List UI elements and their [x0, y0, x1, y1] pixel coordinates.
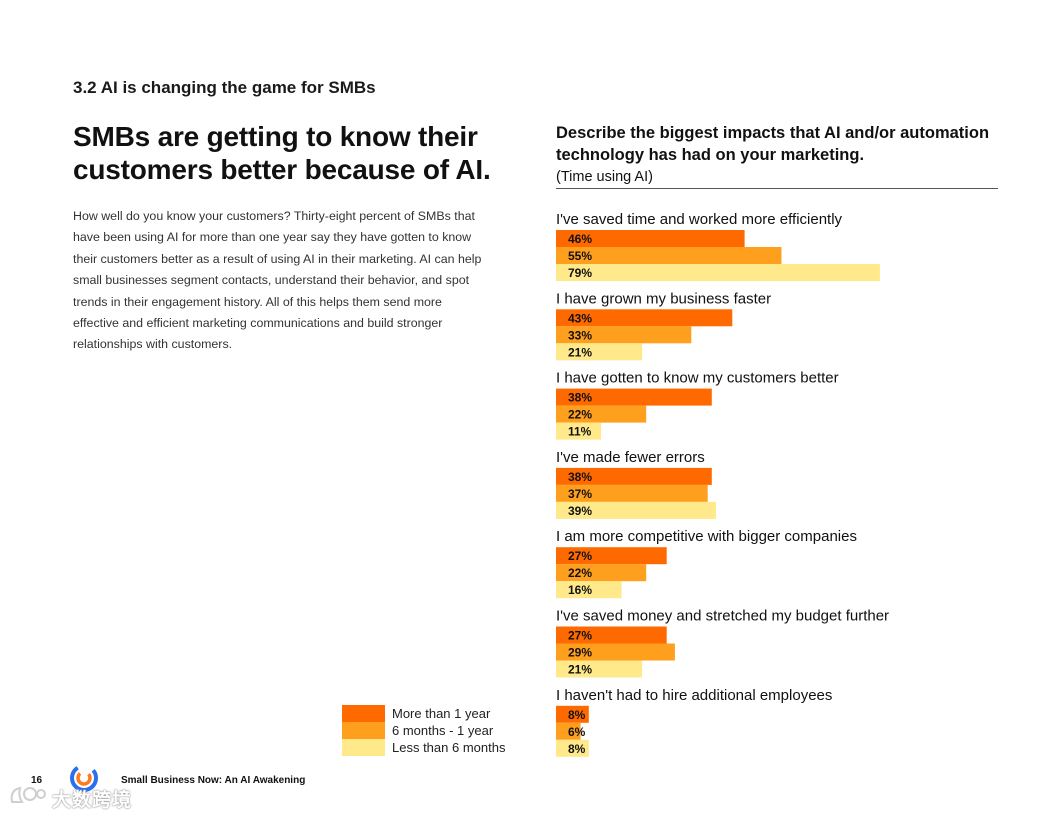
bar-value-label: 55%: [568, 249, 592, 263]
legend-label: More than 1 year: [392, 706, 491, 721]
bar-value-label: 33%: [568, 328, 592, 342]
category-label: I've saved time and worked more efficien…: [556, 211, 843, 228]
category-label: I am more competitive with bigger compan…: [556, 528, 857, 545]
watermark: 大数跨境: [8, 782, 131, 815]
legend-swatch-more-than-1-year: [342, 705, 385, 722]
bar-value-label: 16%: [568, 583, 592, 597]
body-paragraph: How well do you know your customers? Thi…: [73, 209, 482, 352]
bar-value-label: 46%: [568, 232, 592, 246]
bar-6-months-1-year: [556, 247, 782, 264]
page-headline: SMBs are getting to know their customers…: [73, 121, 491, 185]
watermark-logo-icon: [10, 786, 46, 803]
bar-value-label: 79%: [568, 266, 592, 280]
bar-value-label: 37%: [568, 487, 592, 501]
legend-item: More than 1 year: [342, 705, 542, 722]
bar-value-label: 39%: [568, 504, 592, 518]
legend-swatch-less-than-6-months: [342, 739, 385, 756]
bar-value-label: 22%: [568, 566, 592, 580]
bar-value-label: 11%: [568, 425, 592, 439]
bar-value-label: 29%: [568, 646, 592, 660]
bar-less-than-6-months: [556, 660, 643, 678]
category-label: I've made fewer errors: [556, 449, 705, 466]
bar-less-than-6-months: [556, 739, 589, 757]
bar-less-than-6-months: [556, 264, 880, 281]
bar-value-label: 38%: [568, 391, 592, 405]
company-logo-icon: [68, 762, 100, 799]
category-label: I have grown my business faster: [556, 290, 771, 307]
bar-less-than-6-months: [556, 581, 622, 599]
bar-value-label: 38%: [568, 470, 592, 484]
bar-value-label: 8%: [568, 742, 586, 756]
bar-6-months-1-year: [556, 484, 708, 502]
bar-value-label: 21%: [568, 345, 592, 359]
bar-value-label: 22%: [568, 408, 592, 422]
chart-title-divider: [556, 188, 998, 189]
category-label: I've saved money and stretched my budget…: [556, 608, 889, 625]
bar-value-label: 8%: [568, 708, 586, 722]
bar-less-than-6-months: [556, 501, 716, 519]
bar-less-than-6-months: [556, 343, 643, 361]
bar-6-months-1-year: [556, 643, 675, 661]
bar-6-months-1-year: [556, 722, 581, 740]
bar-6-months-1-year: [556, 405, 647, 423]
category-label: I haven't had to hire additional employe…: [556, 687, 832, 704]
section-label: 3.2 AI is changing the game for SMBs: [73, 78, 376, 97]
legend-item: Less than 6 months: [342, 739, 542, 756]
bar-value-label: 21%: [568, 663, 592, 677]
bar-more-than-1-year: [556, 626, 667, 644]
bar-more-than-1-year: [556, 388, 712, 406]
bar-more-than-1-year: [556, 547, 667, 565]
legend-label: Less than 6 months: [392, 740, 506, 755]
watermark-text: 大数跨境: [52, 790, 133, 811]
chart-subtitle: (Time using AI): [556, 169, 653, 185]
report-title: Small Business Now: An AI Awakening: [121, 775, 306, 786]
bar-more-than-1-year: [556, 230, 745, 247]
bar-value-label: 43%: [568, 311, 592, 325]
bar-value-label: 6%: [568, 725, 586, 739]
bar-more-than-1-year: [556, 705, 589, 723]
page-number: 16: [31, 775, 43, 786]
legend-item: 6 months - 1 year: [342, 722, 542, 739]
bar-value-label: 27%: [568, 549, 592, 563]
bar-less-than-6-months: [556, 422, 602, 440]
bar-6-months-1-year: [556, 564, 647, 582]
bar-value-label: 27%: [568, 629, 592, 643]
bar-more-than-1-year: [556, 467, 712, 485]
legend-swatch-6-months-1-year: [342, 722, 385, 739]
bar-more-than-1-year: [556, 309, 733, 327]
chart-title: Describe the biggest impacts that AI and…: [556, 124, 990, 164]
category-label: I have gotten to know my customers bette…: [556, 370, 839, 387]
bar-6-months-1-year: [556, 326, 692, 344]
legend-label: 6 months - 1 year: [392, 723, 494, 738]
chart-legend: More than 1 year 6 months - 1 year Less …: [342, 705, 542, 756]
